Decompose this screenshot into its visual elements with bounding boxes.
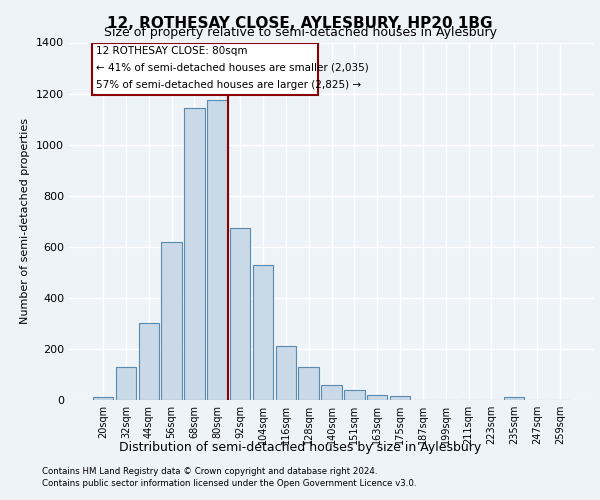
Bar — [93, 398, 113, 400]
Text: ← 41% of semi-detached houses are smaller (2,035): ← 41% of semi-detached houses are smalle… — [95, 63, 368, 73]
Text: Contains HM Land Registry data © Crown copyright and database right 2024.: Contains HM Land Registry data © Crown c… — [42, 468, 377, 476]
Text: Contains public sector information licensed under the Open Government Licence v3: Contains public sector information licen… — [42, 479, 416, 488]
Bar — [275, 346, 296, 400]
Bar — [184, 108, 205, 400]
Bar — [139, 324, 159, 400]
Bar — [344, 390, 365, 400]
Text: 57% of semi-detached houses are larger (2,825) →: 57% of semi-detached houses are larger (… — [95, 80, 361, 90]
Bar — [161, 242, 182, 400]
Bar — [504, 398, 524, 400]
Bar — [367, 395, 388, 400]
Bar — [253, 264, 273, 400]
Bar — [116, 367, 136, 400]
Bar — [207, 100, 227, 400]
Y-axis label: Number of semi-detached properties: Number of semi-detached properties — [20, 118, 31, 324]
Text: Size of property relative to semi-detached houses in Aylesbury: Size of property relative to semi-detach… — [104, 26, 497, 39]
Bar — [298, 367, 319, 400]
Text: 12, ROTHESAY CLOSE, AYLESBURY, HP20 1BG: 12, ROTHESAY CLOSE, AYLESBURY, HP20 1BG — [107, 16, 493, 31]
Bar — [321, 384, 342, 400]
Bar — [390, 396, 410, 400]
Text: 12 ROTHESAY CLOSE: 80sqm: 12 ROTHESAY CLOSE: 80sqm — [95, 46, 247, 56]
Bar — [230, 228, 250, 400]
Bar — [92, 42, 318, 95]
Text: Distribution of semi-detached houses by size in Aylesbury: Distribution of semi-detached houses by … — [119, 441, 481, 454]
